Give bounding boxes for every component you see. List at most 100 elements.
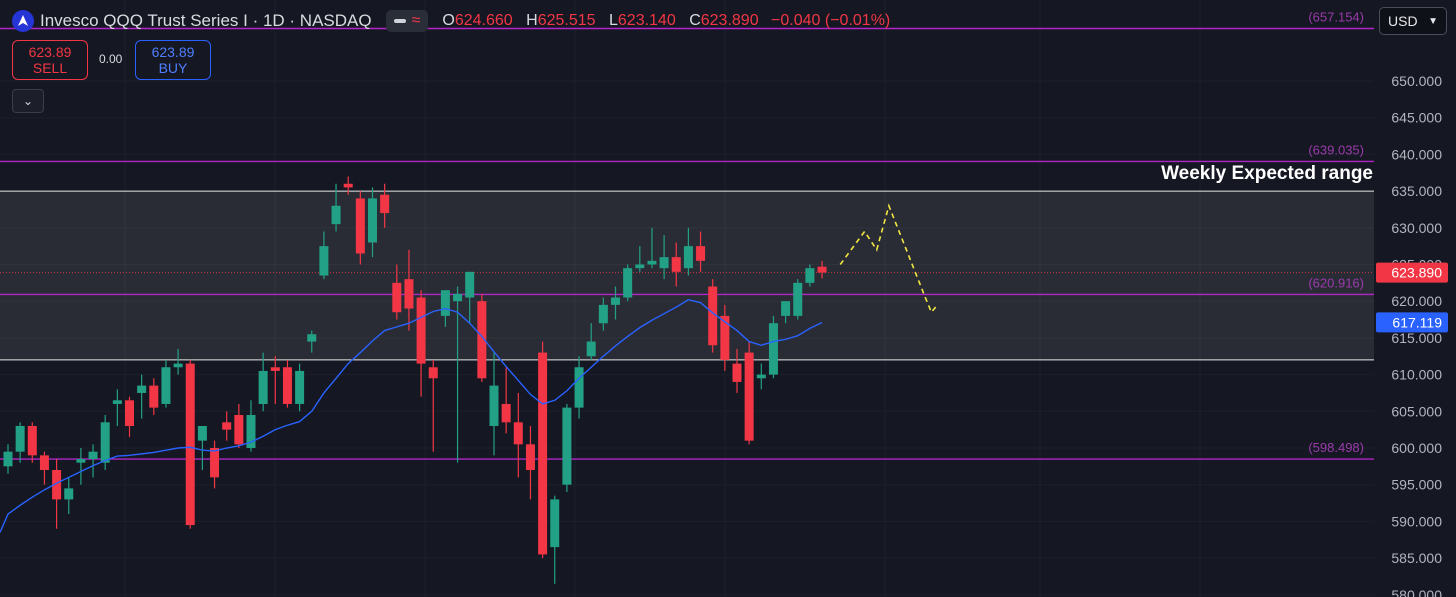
candle-body[interactable] — [817, 266, 827, 273]
candle-body[interactable] — [76, 459, 86, 463]
candle-body[interactable] — [27, 425, 37, 456]
candle-body[interactable] — [683, 246, 693, 269]
candles-series[interactable] — [3, 176, 827, 584]
chevron-down-icon: ▼ — [1428, 15, 1438, 27]
ohlc-readout: O624.660 H625.515 L623.140 C623.890 −0.0… — [438, 12, 890, 30]
candle-body[interactable] — [295, 370, 305, 404]
candle-body[interactable] — [428, 367, 438, 379]
sell-button[interactable]: 623.89 SELL — [12, 40, 88, 80]
price-axis[interactable]: 650.000645.000640.000635.000630.000625.0… — [1374, 0, 1456, 597]
candle-body[interactable] — [319, 246, 329, 276]
candle-body[interactable] — [440, 290, 450, 316]
candle-body[interactable] — [100, 422, 110, 463]
moving-average-line[interactable] — [0, 298, 823, 533]
collapse-button[interactable]: ⌄ — [12, 89, 44, 113]
candle-body[interactable] — [149, 385, 159, 408]
candle-body[interactable] — [586, 341, 596, 357]
buy-button[interactable]: 623.89 BUY — [135, 40, 211, 80]
candle-body[interactable] — [635, 264, 645, 269]
candle-body[interactable] — [380, 194, 390, 214]
candle-body[interactable] — [538, 352, 548, 555]
candle-body[interactable] — [210, 448, 220, 478]
candle-body[interactable] — [647, 260, 657, 265]
candle-body[interactable] — [744, 352, 754, 441]
candle-body[interactable] — [453, 293, 463, 302]
candle-body[interactable] — [64, 488, 74, 500]
ma-value-tag-label: 617.119 — [1392, 314, 1442, 330]
candle-body[interactable] — [282, 367, 292, 404]
level-label: (639.035) — [1308, 142, 1364, 157]
candle-body[interactable] — [161, 367, 171, 404]
candle-body[interactable] — [501, 403, 511, 423]
candle-body[interactable] — [197, 425, 207, 441]
price-tick-label: 585.000 — [1391, 550, 1442, 566]
candle-body[interactable] — [671, 257, 681, 272]
price-tick-label: 595.000 — [1391, 477, 1442, 493]
candle-body[interactable] — [550, 499, 560, 548]
candle-body[interactable] — [708, 286, 718, 346]
candle-body[interactable] — [732, 363, 742, 382]
candle-body[interactable] — [404, 279, 414, 309]
candle-body[interactable] — [720, 315, 730, 360]
candle-body[interactable] — [805, 268, 815, 283]
candle-body[interactable] — [477, 301, 487, 379]
candle-body[interactable] — [368, 198, 377, 243]
candle-body[interactable] — [270, 367, 280, 371]
candle-body[interactable] — [696, 246, 706, 261]
candle-body[interactable] — [598, 304, 608, 324]
candle-body[interactable] — [137, 385, 147, 393]
candle-body[interactable] — [331, 205, 341, 225]
level-lines: (657.154) (639.035) (620.916) (598.498) — [0, 9, 1456, 460]
expected-range-zone — [0, 190, 1374, 361]
candle-body[interactable] — [222, 422, 232, 430]
currency-select[interactable]: USD ▼ — [1379, 7, 1447, 35]
candle-body[interactable] — [489, 385, 499, 426]
moving-average-series[interactable] — [0, 298, 823, 533]
candle-body[interactable] — [416, 297, 426, 364]
candle-body[interactable] — [756, 374, 766, 379]
candle-body[interactable] — [185, 363, 195, 526]
candle-body[interactable] — [15, 425, 25, 452]
candle-body[interactable] — [39, 455, 49, 471]
symbol-title[interactable]: Invesco QQQ Trust Series I · 1D · NASDAQ — [40, 11, 372, 30]
visibility-toggle[interactable]: ≈ — [385, 10, 429, 32]
change-value: −0.040 (−0.01%) — [771, 12, 891, 29]
candle-body[interactable] — [513, 422, 523, 445]
price-tick-label: 635.000 — [1391, 183, 1442, 199]
low-value: 623.140 — [617, 12, 676, 29]
candle-body[interactable] — [659, 257, 669, 269]
candle-body[interactable] — [52, 470, 62, 500]
ma-value-tag — [1376, 312, 1448, 333]
candle-body[interactable] — [173, 363, 183, 368]
sell-price: 623.89 — [28, 44, 72, 60]
wave-icon: ≈ — [411, 12, 421, 29]
candle-body[interactable] — [246, 414, 256, 448]
candle-body[interactable] — [112, 400, 122, 404]
symbol-header: Invesco QQQ Trust Series I · 1D · NASDAQ… — [12, 10, 890, 32]
candle-body[interactable] — [465, 271, 475, 298]
high-value: 625.515 — [537, 12, 596, 29]
candle-body[interactable] — [343, 183, 353, 188]
candle-body[interactable] — [307, 334, 317, 342]
candle-body[interactable] — [611, 297, 620, 305]
candle-body[interactable] — [234, 414, 244, 445]
candle-body[interactable] — [258, 370, 268, 404]
candle-body[interactable] — [768, 323, 778, 375]
hide-icon — [393, 19, 406, 23]
expected-range-label: Weekly Expected range — [1161, 163, 1373, 184]
candle-body[interactable] — [793, 282, 803, 316]
candle-body[interactable] — [3, 451, 13, 467]
candle-body[interactable] — [574, 367, 584, 408]
candle-body[interactable] — [392, 282, 402, 313]
candle-body[interactable] — [525, 444, 535, 471]
candle-body[interactable] — [88, 451, 98, 460]
candle-body[interactable] — [781, 301, 791, 316]
close-label: C — [689, 12, 701, 29]
grid-lines — [0, 0, 1374, 597]
price-tick-label: 615.000 — [1391, 330, 1442, 346]
candle-body[interactable] — [562, 407, 572, 485]
candle-body[interactable] — [125, 400, 134, 426]
candle-body[interactable] — [355, 198, 365, 254]
candle-body[interactable] — [623, 268, 633, 298]
